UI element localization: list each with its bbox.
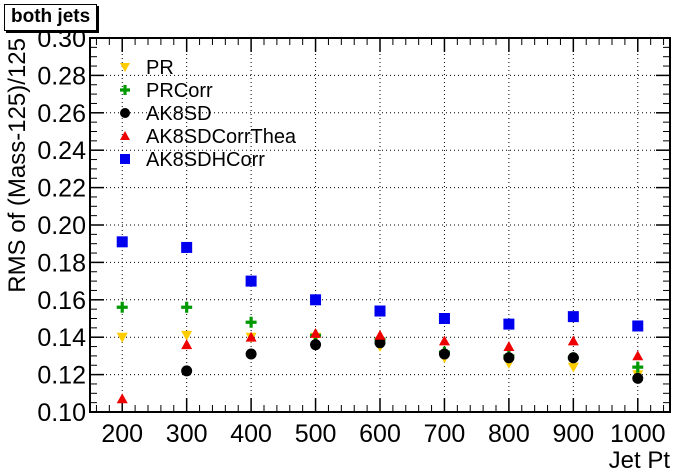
point-ak8sdhcorr — [310, 294, 322, 306]
y-tick-label: 0.12 — [37, 362, 86, 390]
point-prcorr — [632, 361, 644, 373]
point-ak8sd — [310, 339, 322, 351]
point-ak8sd — [503, 352, 515, 364]
x-tick-label: 1000 — [610, 420, 666, 448]
point-prcorr — [245, 316, 257, 328]
y-tick-label: 0.16 — [37, 287, 86, 315]
y-tick-label: 0.10 — [37, 399, 86, 427]
point-ak8sdhcorr — [181, 241, 193, 253]
point-ak8sdhcorr — [374, 305, 386, 317]
chart-title: both jets — [4, 4, 98, 31]
y-tick-label: 0.24 — [37, 137, 86, 165]
point-pr — [116, 332, 128, 343]
point-ak8sd — [567, 352, 579, 364]
legend-label-prcorr: PRCorr — [146, 80, 213, 102]
point-ak8sdcorrthea — [245, 331, 257, 342]
x-tick-label: 700 — [424, 420, 466, 448]
point-pr — [181, 330, 193, 341]
point-prcorr — [116, 301, 128, 313]
point-ak8sdcorrthea — [310, 327, 322, 338]
point-ak8sdcorrthea — [438, 335, 450, 346]
x-tick-label: 600 — [359, 420, 401, 448]
point-ak8sdhcorr — [503, 318, 515, 330]
legend-marker-ak8sdcorrthea — [120, 131, 130, 140]
point-ak8sdcorrthea — [116, 393, 128, 404]
x-tick-label: 200 — [101, 420, 143, 448]
x-tick-label: 500 — [295, 420, 337, 448]
point-ak8sd — [181, 365, 193, 377]
x-tick-label: 400 — [230, 420, 272, 448]
y-tick-label: 0.22 — [37, 175, 86, 203]
point-prcorr — [181, 301, 193, 313]
data-points — [116, 236, 644, 404]
y-tick-label: 0.18 — [37, 249, 86, 277]
y-tick-label: 0.28 — [37, 62, 86, 90]
point-ak8sdhcorr — [116, 236, 128, 248]
legend-marker-prcorr — [120, 85, 130, 95]
legend-marker-ak8sd — [120, 108, 130, 118]
point-ak8sd — [374, 337, 386, 349]
point-ak8sd — [632, 372, 644, 384]
x-tick-label: 800 — [488, 420, 530, 448]
point-ak8sdcorrthea — [181, 339, 193, 350]
point-ak8sdcorrthea — [632, 350, 644, 361]
point-pr — [567, 362, 579, 373]
x-tick-label: 300 — [166, 420, 208, 448]
legend-label-ak8sdhcorr: AK8SDHCorr — [146, 149, 265, 171]
point-ak8sdcorrthea — [374, 329, 386, 340]
axis-ticks — [90, 37, 670, 413]
x-tick-labels: 200 300 400 500 600 700 800 900 1000 — [101, 420, 665, 448]
x-axis-label: Jet Pt — [609, 447, 671, 474]
y-tick-labels: 0.10 0.12 0.14 0.16 0.18 0.20 0.22 0.24 0.26 0.28… — [37, 25, 86, 427]
point-ak8sdhcorr — [567, 311, 579, 323]
point-ak8sdhcorr — [245, 275, 257, 287]
point-ak8sdhcorr — [632, 320, 644, 332]
legend-label-pr: PR — [146, 57, 174, 79]
point-ak8sdcorrthea — [503, 341, 515, 351]
y-axis-label: RMS of (Mass-125)/125 — [4, 38, 31, 293]
legend-marker-ak8sdhcorr — [120, 154, 130, 164]
y-tick-label: 0.20 — [37, 212, 86, 240]
point-ak8sd — [438, 348, 450, 360]
legend-marker-pr — [120, 63, 130, 72]
legend-label-ak8sd: AK8SD — [146, 103, 212, 125]
point-ak8sd — [245, 348, 257, 360]
y-tick-label: 0.26 — [37, 100, 86, 128]
point-ak8sdhcorr — [438, 313, 450, 324]
legend-label-ak8sdcorrthea: AK8SDCorrThea — [146, 126, 297, 148]
x-tick-label: 900 — [552, 420, 594, 448]
y-tick-label: 0.14 — [37, 324, 86, 352]
point-ak8sdcorrthea — [567, 335, 579, 346]
